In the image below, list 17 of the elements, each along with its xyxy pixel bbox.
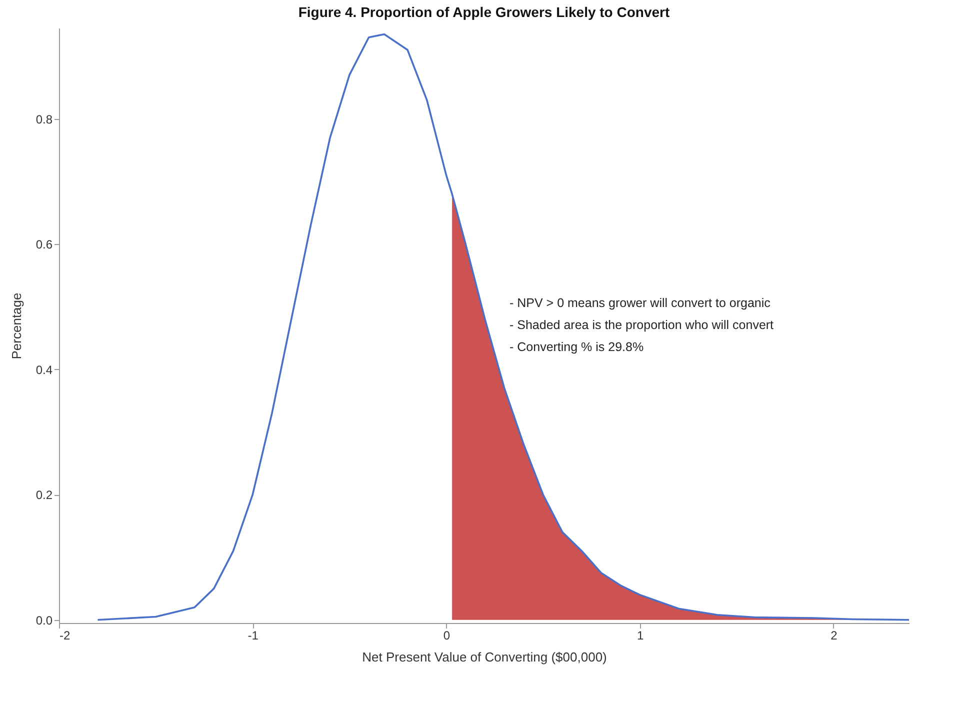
y-axis-title: Percentage [8,292,24,360]
y-tick-label: 0.4 [36,362,53,377]
x-tick-label: -1 [248,628,259,642]
y-tick-label: 0.2 [36,488,53,502]
annotation: - NPV > 0 means grower will convert to organic [510,296,770,310]
chart-title: Figure 4. Proportion of Apple Growers Likely to Convert [298,4,670,20]
annotation: - Converting % is 29.8% [510,340,644,354]
y-tick-label: 0.6 [36,238,53,252]
y-tick-label: 0.8 [36,112,53,126]
annotation: - Shaded area is the proportion who will convert [510,318,774,332]
x-tick-label: 0 [443,628,450,642]
x-tick-label: -2 [60,628,70,642]
x-tick-label: 1 [637,628,644,642]
y-tick-label: 0.0 [36,613,53,628]
x-tick-label: 2 [830,628,838,642]
x-axis-title: Net Present Value of Converting ($00,000) [362,650,607,664]
line-series [96,33,909,621]
